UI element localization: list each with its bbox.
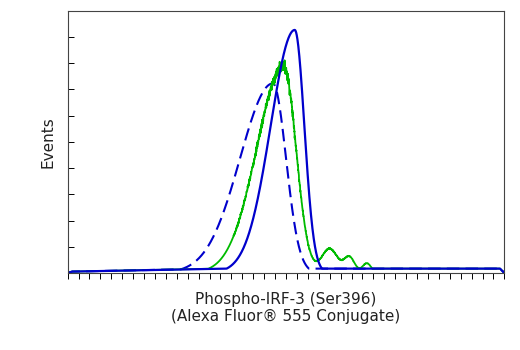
Y-axis label: Events: Events (41, 116, 56, 168)
X-axis label: Phospho-IRF-3 (Ser396)
(Alexa Fluor® 555 Conjugate): Phospho-IRF-3 (Ser396) (Alexa Fluor® 555… (172, 292, 400, 324)
